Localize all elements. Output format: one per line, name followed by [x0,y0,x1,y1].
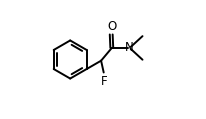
Text: O: O [107,20,116,33]
Text: F: F [100,75,107,88]
Text: N: N [124,41,133,54]
